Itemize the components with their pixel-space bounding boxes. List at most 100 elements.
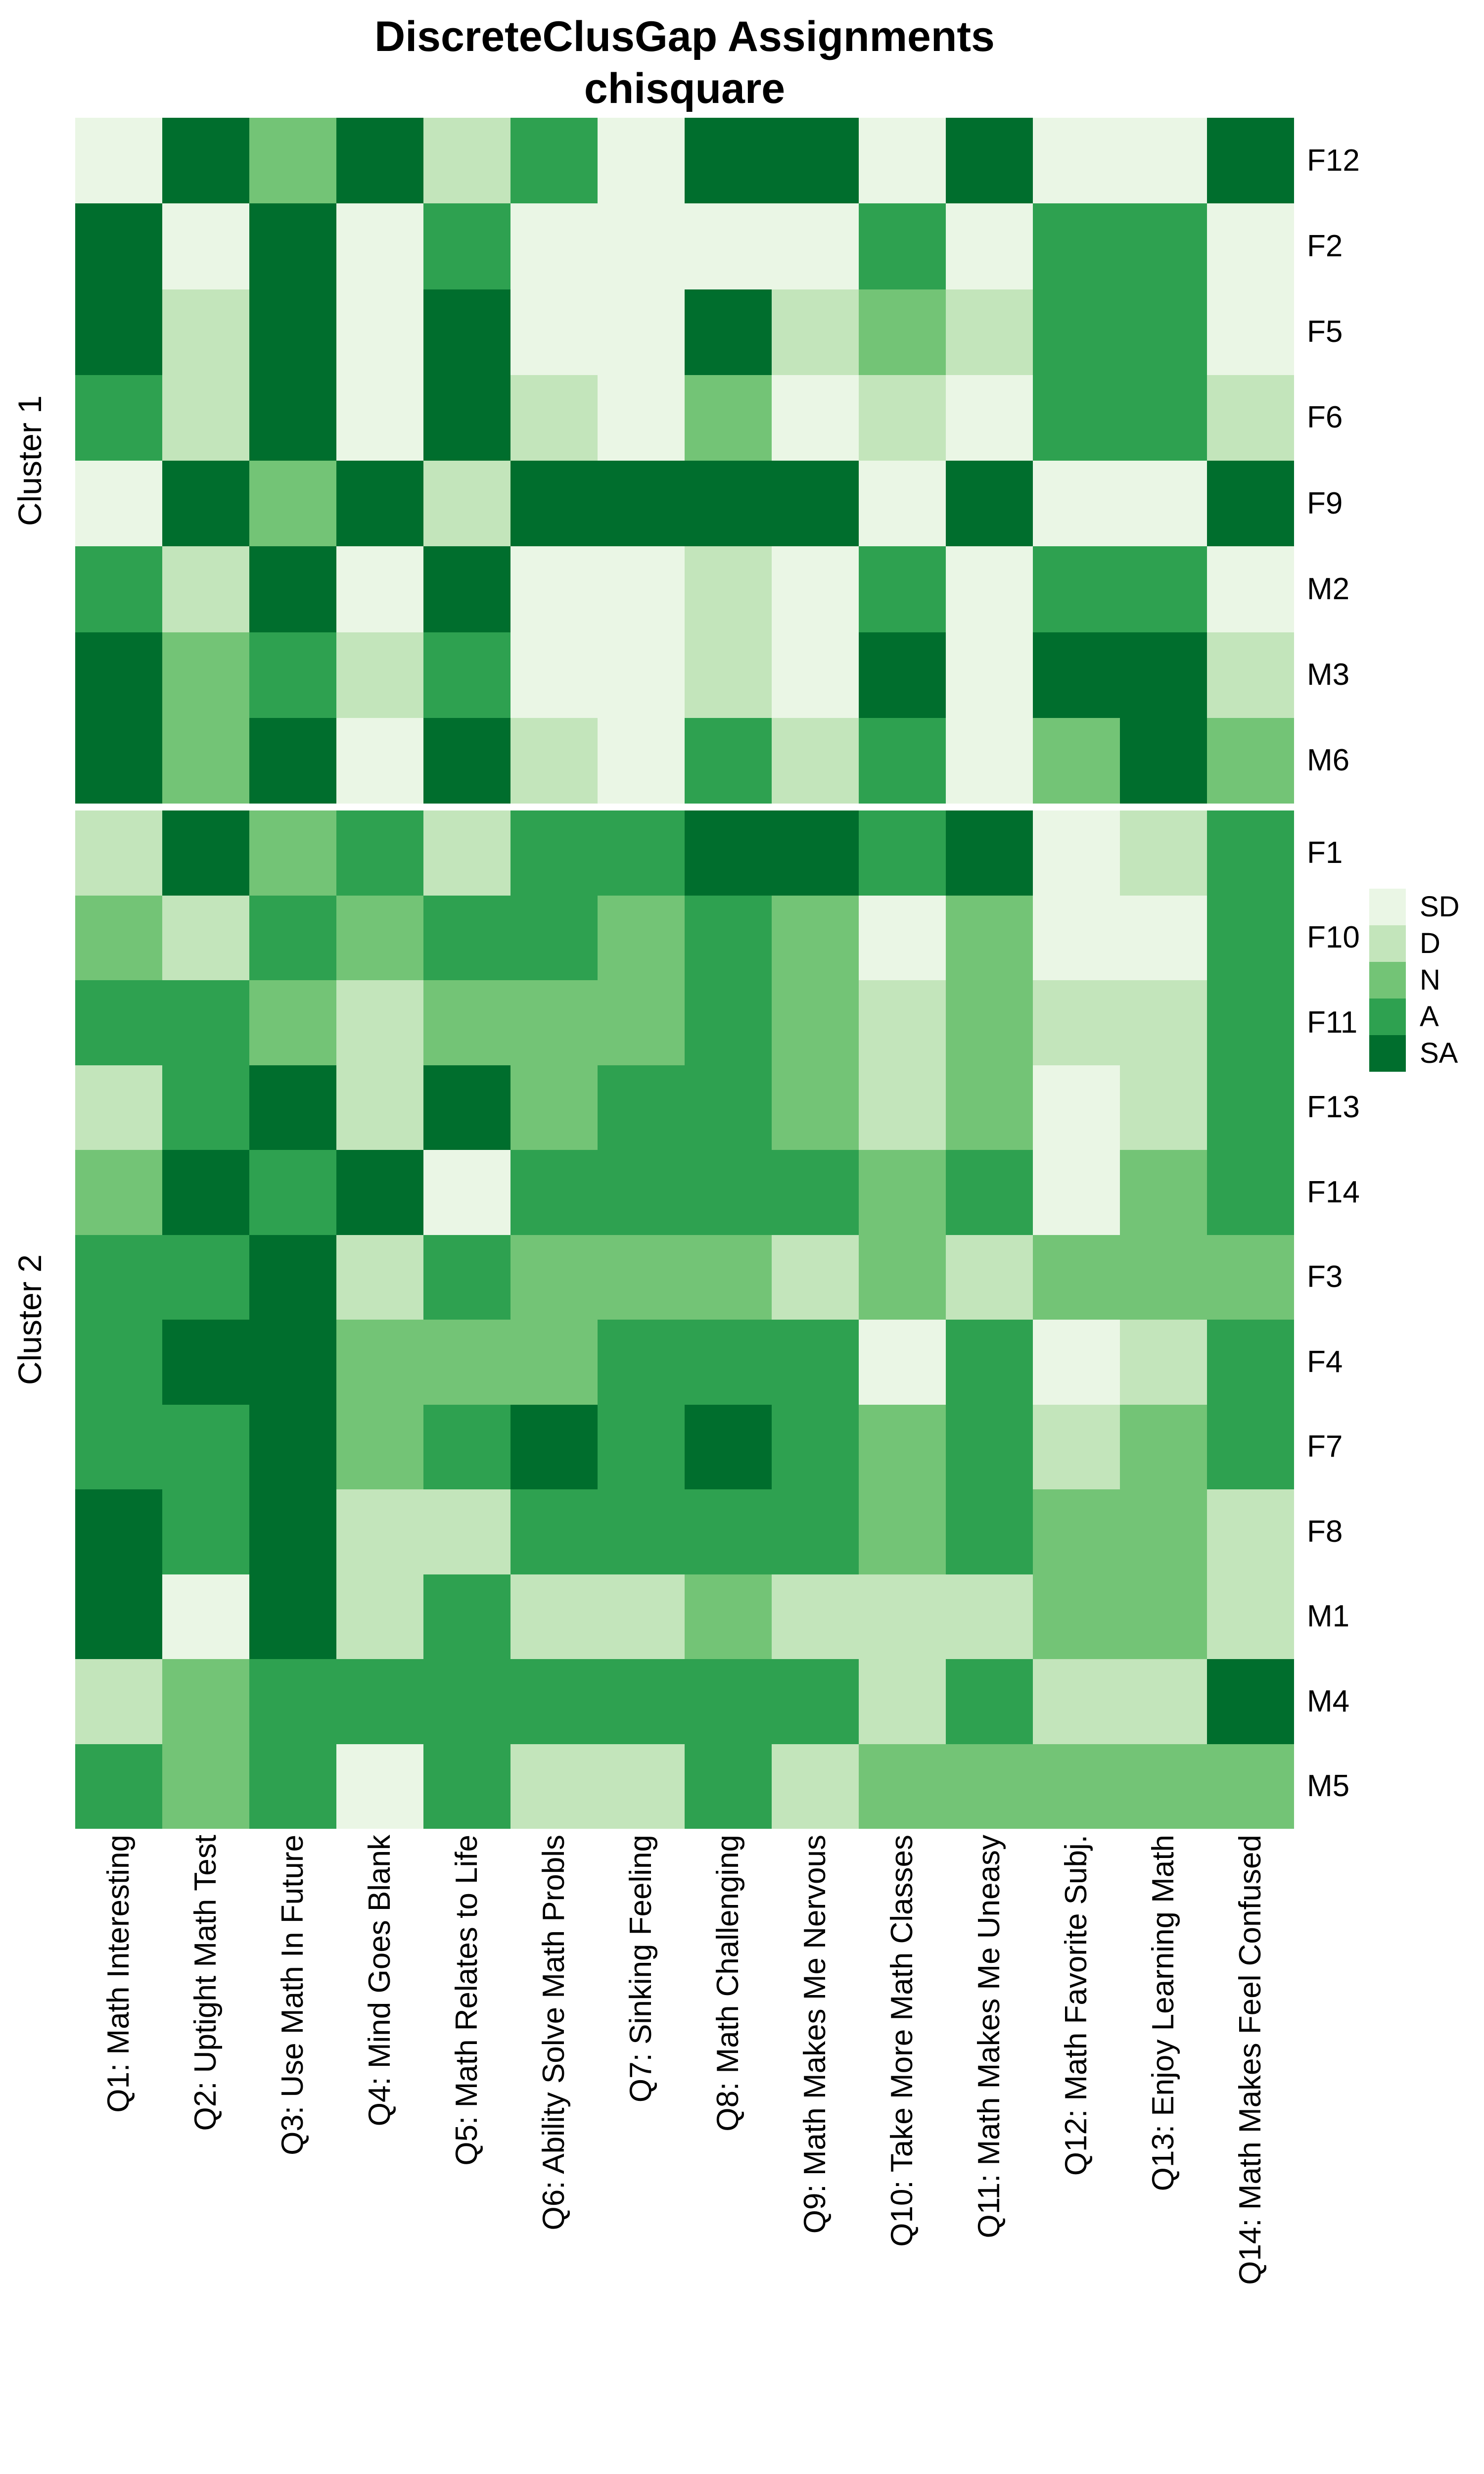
heatmap-cell bbox=[1207, 717, 1294, 804]
heatmap-cell bbox=[75, 546, 162, 632]
heatmap-cell bbox=[1207, 980, 1294, 1065]
heatmap-cell bbox=[336, 118, 423, 204]
heatmap-cell bbox=[75, 717, 162, 804]
heatmap-cell bbox=[1207, 375, 1294, 461]
heatmap-cell bbox=[162, 810, 249, 896]
heatmap-cell bbox=[423, 1320, 510, 1405]
legend-item: A bbox=[1369, 999, 1460, 1035]
heatmap-cell bbox=[249, 1065, 336, 1150]
heatmap-cell bbox=[598, 717, 685, 804]
legend-swatch bbox=[1369, 925, 1406, 962]
heatmap-cell bbox=[510, 1150, 598, 1235]
heatmap-cell bbox=[75, 375, 162, 461]
heatmap-cell bbox=[685, 375, 772, 461]
heatmap-cell bbox=[598, 461, 685, 547]
heatmap-cell bbox=[598, 1320, 685, 1405]
heatmap-cell bbox=[423, 895, 510, 980]
heatmap-cell bbox=[162, 375, 249, 461]
heatmap-cell bbox=[75, 895, 162, 980]
heatmap-cell bbox=[1207, 1065, 1294, 1150]
heatmap-cell bbox=[336, 1659, 423, 1744]
heatmap-cell bbox=[772, 1659, 859, 1744]
chart-title-line-2: chisquare bbox=[584, 64, 786, 112]
heatmap-cell bbox=[598, 1489, 685, 1574]
heatmap-cell bbox=[859, 546, 946, 632]
legend-item: SD bbox=[1369, 889, 1460, 925]
heatmap-cell bbox=[772, 717, 859, 804]
heatmap-cell bbox=[510, 1320, 598, 1405]
heatmap-cell bbox=[1033, 895, 1120, 980]
heatmap-cell bbox=[946, 1659, 1033, 1744]
heatmap-cell bbox=[598, 980, 685, 1065]
heatmap-cell bbox=[946, 118, 1033, 204]
heatmap-cell bbox=[75, 1320, 162, 1405]
col-label: Q2: Uptight Math Test bbox=[188, 1835, 223, 2131]
legend-label: SA bbox=[1420, 1037, 1458, 1069]
heatmap-cell bbox=[75, 203, 162, 289]
row-label: M5 bbox=[1307, 1769, 1350, 1804]
heatmap-cell bbox=[685, 1659, 772, 1744]
heatmap-cell bbox=[598, 289, 685, 375]
heatmap-cell bbox=[510, 1404, 598, 1489]
heatmap-cell bbox=[162, 118, 249, 204]
heatmap-cell bbox=[1120, 289, 1207, 375]
heatmap-cell bbox=[423, 717, 510, 804]
heatmap-cell bbox=[75, 810, 162, 896]
heatmap-cell bbox=[1120, 203, 1207, 289]
heatmap-cell bbox=[1207, 203, 1294, 289]
heatmap-cell bbox=[1120, 1065, 1207, 1150]
heatmap-cell bbox=[946, 1489, 1033, 1574]
heatmap-cell bbox=[685, 1489, 772, 1574]
heatmap-cell bbox=[946, 1065, 1033, 1150]
col-label: Q10: Take More Math Classes bbox=[885, 1835, 919, 2247]
heatmap-cell bbox=[859, 1489, 946, 1574]
legend-item: D bbox=[1369, 925, 1460, 962]
heatmap-cell bbox=[1033, 1489, 1120, 1574]
heatmap-cell bbox=[510, 289, 598, 375]
row-label: M4 bbox=[1307, 1684, 1350, 1718]
heatmap-cell bbox=[772, 810, 859, 896]
heatmap-panel-cluster2 bbox=[75, 810, 1294, 1829]
heatmap-cell bbox=[75, 1574, 162, 1659]
heatmap-cell bbox=[772, 375, 859, 461]
heatmap-cell bbox=[685, 895, 772, 980]
heatmap-cell bbox=[685, 1320, 772, 1405]
legend-swatch bbox=[1369, 1035, 1406, 1072]
heatmap-cell bbox=[1207, 1489, 1294, 1574]
heatmap-cell bbox=[162, 203, 249, 289]
heatmap-cell bbox=[162, 1744, 249, 1829]
heatmap-cell bbox=[510, 546, 598, 632]
heatmap-cell bbox=[336, 1744, 423, 1829]
heatmap-cell bbox=[598, 810, 685, 896]
row-label: F8 bbox=[1307, 1514, 1343, 1549]
heatmap-cell bbox=[946, 1320, 1033, 1405]
heatmap-cell bbox=[772, 546, 859, 632]
heatmap-cell bbox=[249, 1574, 336, 1659]
row-label: M1 bbox=[1307, 1599, 1350, 1634]
heatmap-cell bbox=[685, 461, 772, 547]
heatmap-cell bbox=[1207, 895, 1294, 980]
heatmap-cell bbox=[772, 461, 859, 547]
row-label: F9 bbox=[1307, 486, 1343, 521]
legend-label: A bbox=[1420, 1000, 1439, 1033]
legend-item: SA bbox=[1369, 1035, 1460, 1072]
heatmap-cell bbox=[75, 1065, 162, 1150]
heatmap-cell bbox=[685, 203, 772, 289]
heatmap-cell bbox=[1033, 289, 1120, 375]
heatmap-cell bbox=[1207, 289, 1294, 375]
heatmap-cell bbox=[162, 461, 249, 547]
col-label: Q13: Enjoy Learning Math bbox=[1146, 1835, 1180, 2191]
row-label: M6 bbox=[1307, 743, 1350, 778]
heatmap-cell bbox=[859, 1574, 946, 1659]
heatmap-cell bbox=[423, 546, 510, 632]
heatmap-cell bbox=[423, 1150, 510, 1235]
chart-title-line-1: DiscreteClusGap Assignments bbox=[374, 13, 995, 60]
heatmap-cell bbox=[685, 1065, 772, 1150]
heatmap-cell bbox=[772, 980, 859, 1065]
heatmap-cell bbox=[423, 1659, 510, 1744]
heatmap-cell bbox=[772, 1065, 859, 1150]
heatmap-cell bbox=[510, 1744, 598, 1829]
heatmap-cell bbox=[75, 1404, 162, 1489]
heatmap-cell bbox=[946, 632, 1033, 718]
row-label: F2 bbox=[1307, 229, 1343, 263]
